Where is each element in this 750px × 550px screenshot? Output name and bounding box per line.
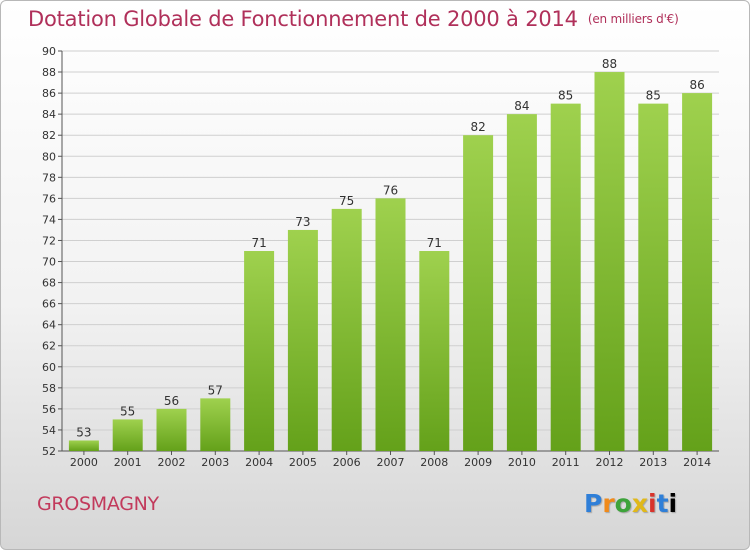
- bar: [244, 251, 275, 451]
- data-label: 85: [646, 89, 661, 103]
- y-tick-label: 66: [42, 298, 56, 311]
- data-label: 55: [120, 404, 135, 418]
- y-tick-label: 90: [42, 45, 56, 58]
- data-label: 86: [689, 78, 704, 92]
- y-tick-label: 68: [42, 277, 56, 290]
- data-label: 56: [164, 394, 179, 408]
- data-label: 84: [514, 99, 529, 113]
- chart-title-text: Dotation Globale de Fonctionnement de 20…: [28, 7, 578, 31]
- x-tick-label: 2011: [552, 456, 580, 469]
- x-tick-label: 2009: [464, 456, 492, 469]
- y-tick-label: 76: [42, 192, 56, 205]
- chart-title: Dotation Globale de Fonctionnement de 20…: [28, 7, 679, 31]
- x-tick-label: 2007: [377, 456, 405, 469]
- data-label: 85: [558, 89, 573, 103]
- y-tick-label: 74: [42, 213, 56, 226]
- bar: [112, 419, 143, 451]
- y-tick-label: 56: [42, 403, 56, 416]
- bar: [287, 229, 318, 451]
- y-tick-label: 78: [42, 171, 56, 184]
- x-tick-label: 2003: [201, 456, 229, 469]
- y-tick-label: 52: [42, 445, 56, 458]
- x-tick-label: 2004: [245, 456, 273, 469]
- y-tick-label: 64: [42, 319, 56, 332]
- bar: [638, 103, 669, 451]
- bar: [68, 440, 99, 451]
- y-tick-label: 72: [42, 234, 56, 247]
- x-tick-label: 2005: [289, 456, 317, 469]
- commune-name: GROSMAGNY: [37, 493, 159, 515]
- bar: [156, 408, 187, 451]
- data-label: 75: [339, 194, 354, 208]
- data-label: 88: [602, 57, 617, 71]
- x-tick-label: 2012: [596, 456, 624, 469]
- data-label: 73: [295, 215, 310, 229]
- y-tick-label: 84: [42, 108, 56, 121]
- x-tick-label: 2001: [114, 456, 142, 469]
- x-tick-label: 2013: [639, 456, 667, 469]
- bar: [550, 103, 581, 451]
- y-tick-label: 70: [42, 256, 56, 269]
- data-label: 71: [251, 236, 266, 250]
- x-tick-label: 2000: [70, 456, 98, 469]
- y-tick-label: 88: [42, 66, 56, 79]
- bar: [463, 135, 494, 452]
- y-tick-label: 80: [42, 150, 56, 163]
- y-tick-label: 58: [42, 382, 56, 395]
- bar: [331, 208, 362, 451]
- bar: [419, 251, 450, 451]
- x-tick-label: 2014: [683, 456, 711, 469]
- x-tick-label: 2008: [420, 456, 448, 469]
- data-label: 71: [427, 236, 442, 250]
- y-tick-label: 86: [42, 87, 56, 100]
- x-tick-label: 2006: [333, 456, 361, 469]
- data-label: 82: [470, 120, 485, 134]
- bar: [594, 72, 625, 451]
- data-label: 76: [383, 183, 398, 197]
- x-tick-label: 2010: [508, 456, 536, 469]
- chart-subtitle: (en milliers d'€): [587, 12, 679, 26]
- proxiti-logo: Proxiti: [584, 489, 678, 518]
- bar: [375, 198, 406, 451]
- bar: [200, 398, 231, 451]
- x-tick-label: 2002: [158, 456, 186, 469]
- data-label: 53: [76, 425, 91, 439]
- y-tick-label: 62: [42, 340, 56, 353]
- data-label: 57: [208, 383, 223, 397]
- y-tick-label: 54: [42, 424, 56, 437]
- y-tick-label: 82: [42, 129, 56, 142]
- bar: [682, 93, 713, 452]
- y-tick-label: 60: [42, 361, 56, 374]
- bar: [506, 114, 537, 451]
